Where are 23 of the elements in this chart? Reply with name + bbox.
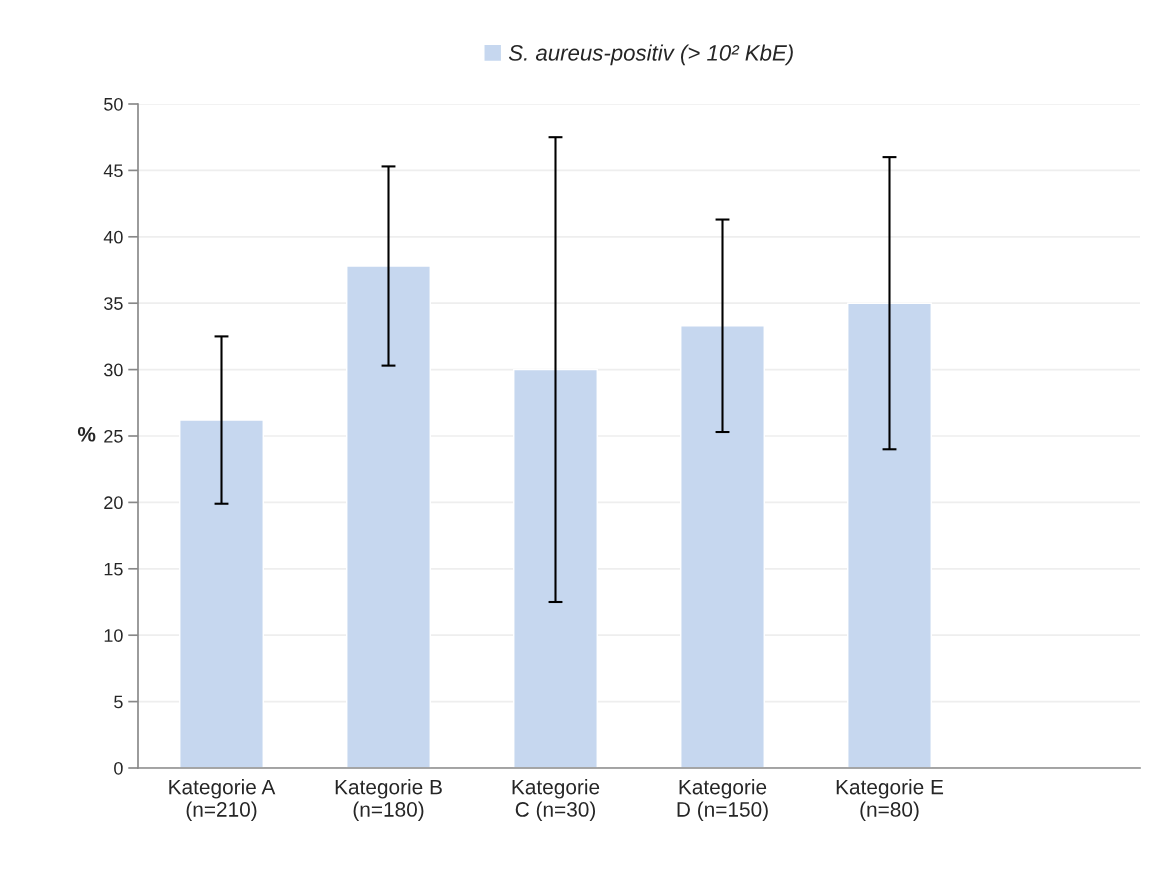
bar [179,419,264,768]
bar [513,368,598,768]
y-axis-title: % [77,426,96,442]
y-tick-label: 25 [104,429,123,443]
bar [847,302,932,768]
y-tick-label: 40 [103,230,123,244]
y-tick-label: 10 [104,629,123,642]
y-tick-label: 0 [114,761,123,775]
legend-label: S. aureus-positiv (> 10² KbE) [508,44,793,66]
x-tick-label: Kategorie A (n=210) [169,779,276,821]
x-tick-label: Kategorie D (n=150) [677,779,768,821]
y-tick-label: 30 [104,363,123,377]
x-tick-label: Kategorie E (n=80) [836,779,944,821]
y-tick-label: 5 [114,695,123,709]
y-tick-label: 50 [104,97,123,111]
bar [346,265,431,768]
y-tick-label: 45 [103,164,123,178]
y-tick-label: 20 [104,496,123,510]
y-tick-label: 35 [104,297,123,310]
y-tick-label: 15 [104,562,123,576]
x-tick-label: Kategorie C (n=30) [512,779,600,821]
x-tick-label: Kategorie B (n=180) [335,779,442,821]
bar [680,325,765,768]
